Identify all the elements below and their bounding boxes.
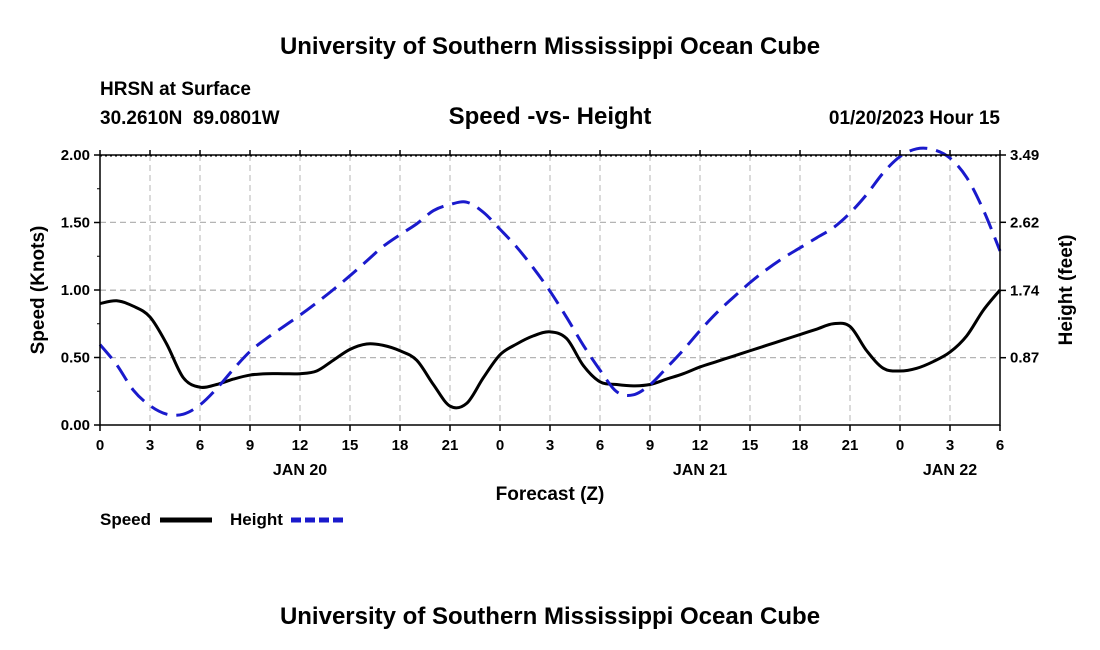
y-axis-title: Speed (Knots) [28,226,49,355]
y-tick-label: 1.50 [61,215,90,232]
station-label: HRSN at Surface [100,79,251,100]
y2-tick-label: 1.74 [1010,282,1040,299]
y2-tick-label: 3.49 [1010,147,1039,164]
x-axis-title: Forecast (Z) [496,484,605,505]
x-tick-label: 6 [996,437,1004,454]
legend-speed-label: Speed [100,510,151,529]
grid [100,154,1000,425]
legend: Speed Height [100,510,343,529]
y2-tick-label: 0.87 [1010,350,1039,367]
x-tick-label: 21 [442,437,459,454]
forecast-datetime: 01/20/2023 Hour 15 [829,108,1001,129]
x-tick-label: 3 [546,437,554,454]
speed-series-line [99,289,1002,410]
x-day-label: JAN 22 [923,462,977,479]
height-series-line [98,146,1002,417]
x-tick-label: 0 [896,437,904,454]
legend-height-label: Height [230,510,283,529]
x-tick-label: 6 [596,437,604,454]
x-tick-label: 3 [946,437,954,454]
x-tick-label: 21 [842,437,859,454]
x-tick-label: 18 [792,437,809,454]
series [98,146,1002,417]
x-tick-label: 0 [496,437,504,454]
y-tick-label: 0.00 [61,417,90,434]
y2-axis-title: Height (feet) [1056,235,1077,346]
y-tick-label: 2.00 [61,147,90,164]
y-tick-label: 1.00 [61,282,90,299]
page-title: University of Southern Mississippi Ocean… [280,33,820,60]
x-tick-label: 18 [392,437,409,454]
x-day-label: JAN 21 [673,462,727,479]
x-tick-label: 6 [196,437,204,454]
x-tick-label: 9 [246,437,254,454]
x-tick-label: 3 [146,437,154,454]
x-tick-label: 15 [742,437,759,454]
x-tick-label: 12 [692,437,709,454]
x-tick-label: 0 [96,437,104,454]
station-coordinates: 30.2610N 89.0801W [100,108,280,129]
y2-tick-label: 2.62 [1010,214,1039,231]
x-day-label: JAN 20 [273,462,327,479]
chart-title: Speed -vs- Height [449,103,652,130]
x-tick-label: 12 [292,437,309,454]
y-tick-label: 0.50 [61,350,90,367]
axes: 0 3 6 9 12 15 18 21 0 3 6 9 12 15 18 21 0 3 6 JAN 20 JAN 21 J… [61,147,1040,479]
x-tick-label: 9 [646,437,654,454]
x-tick-label: 15 [342,437,359,454]
footer-title: University of Southern Mississippi Ocean… [280,603,820,630]
